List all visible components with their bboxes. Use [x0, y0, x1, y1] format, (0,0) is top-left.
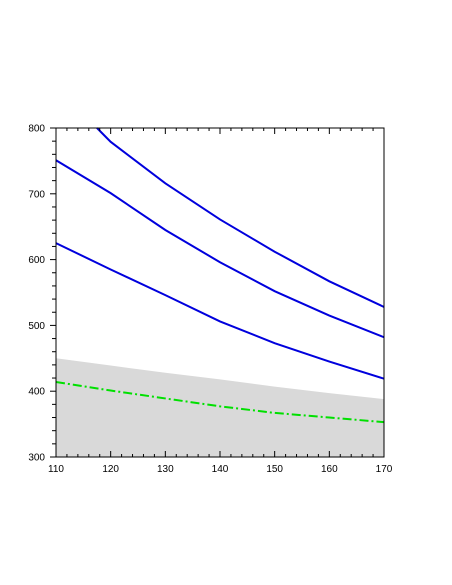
x-tick-label: 130	[157, 464, 174, 475]
series-layer	[55, 127, 385, 424]
series-line-3	[55, 242, 385, 380]
y-tick-label: 300	[28, 453, 45, 464]
y-tick-label: 700	[28, 189, 45, 200]
series-line-2	[55, 159, 385, 339]
x-tick-label: 170	[376, 464, 393, 475]
x-tick-label: 150	[266, 464, 283, 475]
y-tick-label: 400	[28, 387, 45, 398]
x-tick-label: 110	[48, 464, 64, 475]
x-tick-label: 160	[321, 464, 338, 475]
series-line-1	[96, 127, 385, 308]
shaded-band	[56, 358, 384, 457]
x-tick-label: 120	[102, 464, 119, 475]
y-tick-label: 800	[28, 124, 45, 135]
y-tick-label: 600	[28, 255, 45, 266]
y-tick-label: 500	[28, 321, 45, 332]
series-line-4	[55, 381, 385, 424]
axes: 110 120 130 140 150 160 170 300 400 500 600 700 800	[28, 124, 392, 476]
x-tick-label: 140	[212, 464, 229, 475]
confidence-band-layer	[56, 358, 384, 457]
